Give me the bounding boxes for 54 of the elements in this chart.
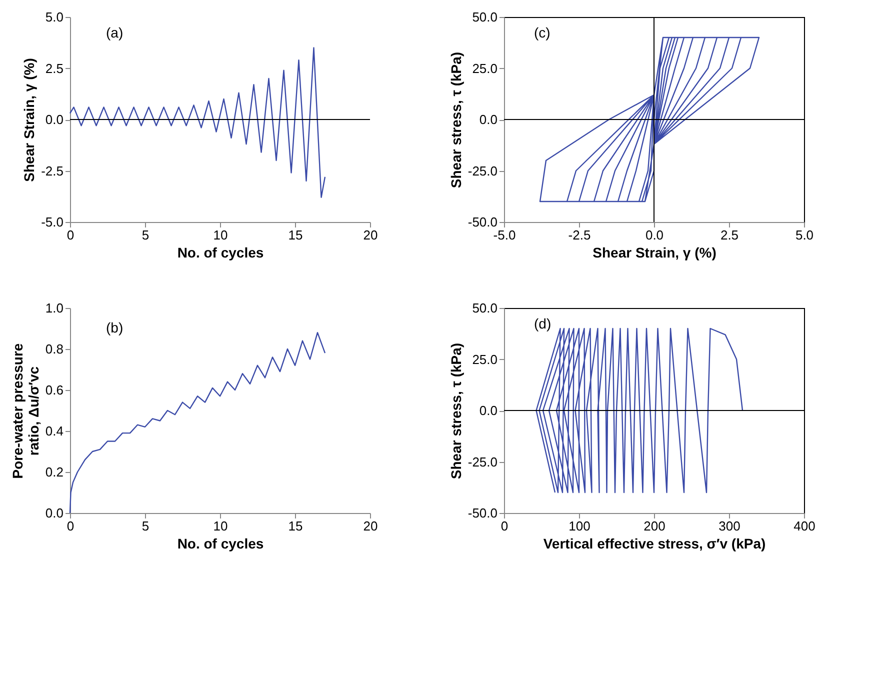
x-tick-label: 10: [213, 518, 228, 534]
annotation: (a): [106, 24, 124, 40]
y-axis-title: Shear Strain, γ (%): [21, 58, 38, 182]
x-tick-label: 10: [213, 228, 228, 242]
x-tick-label: 20: [363, 518, 378, 534]
x-tick-label: 200: [644, 518, 666, 534]
y-tick-label: 0.8: [45, 342, 64, 356]
x-tick-label: 15: [288, 518, 303, 534]
x-tick-label: 5: [142, 228, 150, 242]
y-tick-label: 0.6: [45, 382, 64, 398]
x-tick-label: 2.5: [720, 228, 739, 242]
y-axis-title: Shear stress, τ (kPa): [448, 52, 464, 188]
x-tick-label: 0.0: [645, 228, 664, 242]
y-tick-label: 50.0: [472, 10, 498, 24]
x-axis-title: Shear Strain, γ (%): [592, 244, 716, 260]
y-tick-label: 0.4: [45, 424, 64, 438]
y-tick-label: 2.5: [45, 60, 64, 76]
y-tick-label: 1.0: [45, 300, 64, 316]
x-axis-title: Vertical effective stress, σ′v (kPa): [543, 536, 766, 552]
y-tick-label: 25.0: [472, 60, 498, 76]
x-axis-title: No. of cycles: [177, 536, 264, 552]
x-tick-label: 20: [363, 228, 378, 242]
y-tick-label: 5.0: [45, 10, 64, 24]
y-tick-label: -25.0: [468, 163, 498, 178]
x-tick-label: 300: [718, 518, 740, 534]
y-tick-label: 25.0: [472, 352, 498, 367]
y-tick-label: 0.0: [45, 506, 64, 520]
x-tick-label: 0: [66, 228, 74, 242]
y-axis-title: Pore-water pressure ratio, Δu/σ′vc: [9, 343, 42, 479]
y-tick-label: 0.0: [45, 112, 64, 127]
x-tick-label: 5.0: [795, 228, 814, 242]
x-tick-label: -5.0: [493, 228, 516, 242]
y-tick-label: -25.0: [468, 454, 498, 470]
x-tick-label: 0: [500, 518, 508, 534]
annotation: (b): [106, 320, 124, 336]
y-tick-label: -50.0: [468, 506, 498, 520]
y-tick-label: 0.0: [479, 403, 498, 418]
y-tick-label: -5.0: [41, 214, 64, 230]
line-series: [69, 47, 326, 198]
y-tick-label: 50.0: [472, 300, 498, 316]
y-axis-title: Shear stress, τ (kPa): [448, 342, 464, 480]
y-tick-label: 0.0: [479, 112, 498, 127]
x-tick-label: 400: [794, 518, 816, 534]
y-tick-label: 0.2: [45, 464, 64, 480]
x-tick-label: -2.5: [568, 228, 591, 242]
y-tick-label: -2.5: [41, 163, 64, 178]
x-tick-label: 5: [142, 518, 150, 534]
x-axis-title: No. of cycles: [177, 244, 264, 260]
annotation: (d): [534, 315, 552, 332]
x-tick-label: 100: [568, 518, 590, 534]
x-tick-label: 15: [288, 228, 303, 242]
x-tick-label: 0: [66, 518, 74, 534]
y-tick-label: -50.0: [468, 214, 498, 230]
annotation: (c): [534, 24, 550, 40]
